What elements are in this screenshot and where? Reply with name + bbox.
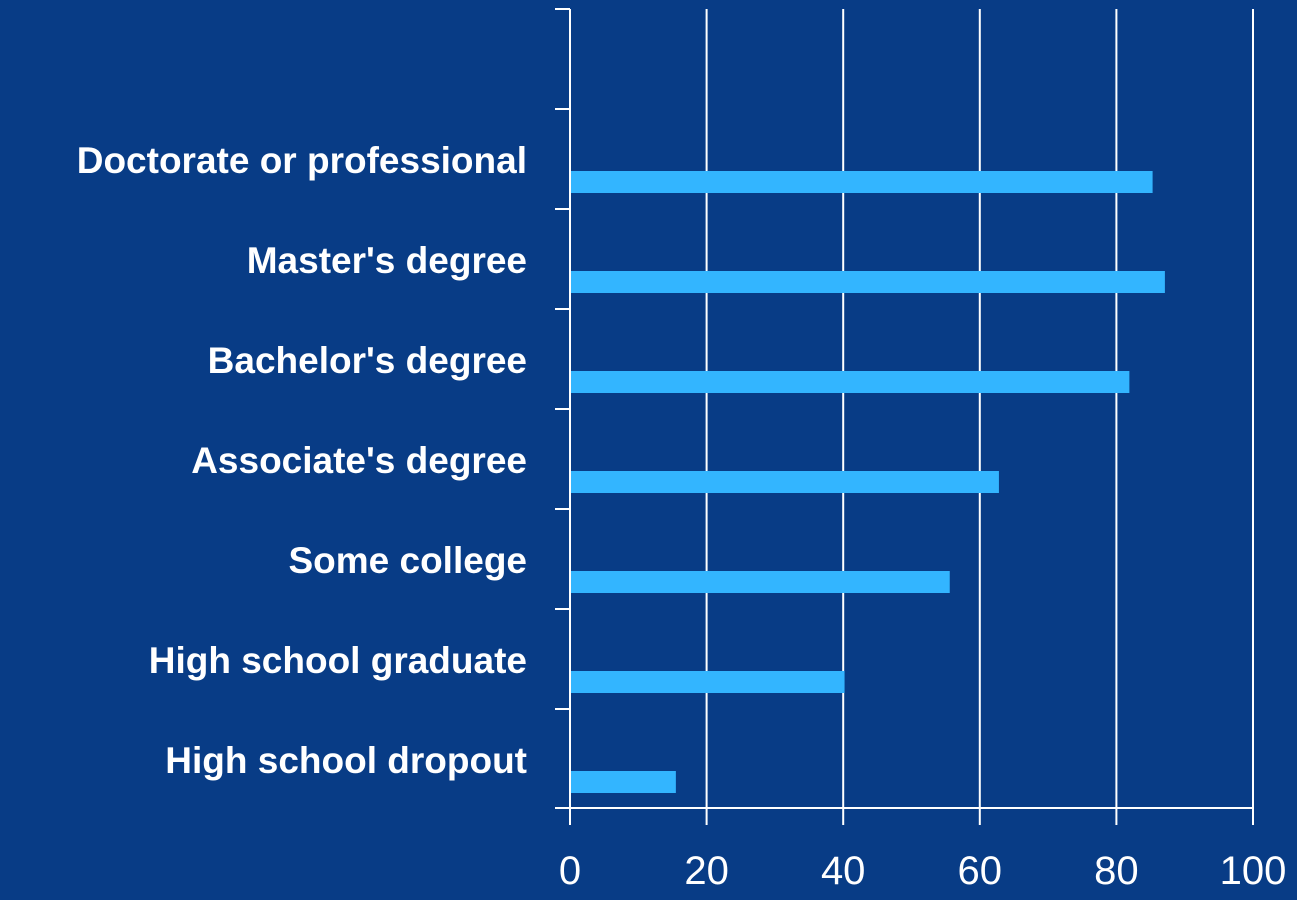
bars <box>571 171 1165 793</box>
x-tick-labels: 0 20 40 60 80 100 <box>559 849 1287 893</box>
x-tick-label: 0 <box>559 849 581 893</box>
category-label: Doctorate or professional <box>77 140 527 181</box>
category-label: High school dropout <box>165 740 527 781</box>
x-tick-label: 20 <box>684 849 729 893</box>
x-tick-label: 40 <box>821 849 866 893</box>
bar-0 <box>571 171 1153 193</box>
bar-6 <box>571 771 676 793</box>
bar-1 <box>571 271 1165 293</box>
category-label: High school graduate <box>149 640 527 681</box>
x-tick-label: 100 <box>1220 849 1287 893</box>
x-tick-label: 60 <box>958 849 1003 893</box>
category-label: Bachelor's degree <box>208 340 527 381</box>
bar-5 <box>571 671 845 693</box>
category-labels: Doctorate or professional Master's degree… <box>77 140 527 781</box>
x-tick-label: 80 <box>1094 849 1139 893</box>
category-label: Associate's degree <box>191 440 527 481</box>
axes <box>555 8 1254 825</box>
bar-3 <box>571 471 999 493</box>
category-label: Some college <box>288 540 527 581</box>
bar-2 <box>571 371 1130 393</box>
bar-4 <box>571 571 950 593</box>
category-label: Master's degree <box>247 240 527 281</box>
